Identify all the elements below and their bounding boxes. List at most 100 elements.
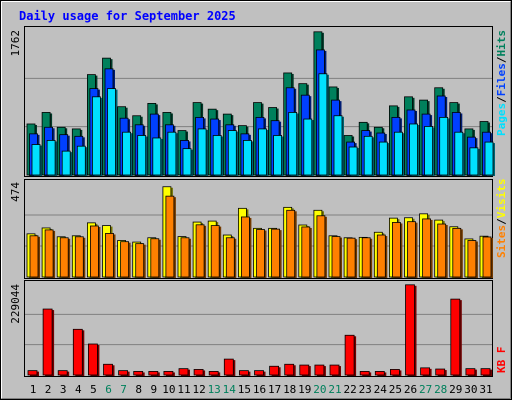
- x-label-3: 3: [60, 383, 67, 396]
- panel-top-bars: [26, 31, 495, 177]
- ymax-label-bottom: 229044: [9, 284, 22, 324]
- legend-hits: Hits: [495, 30, 508, 57]
- bar-bottom-kbytes-4: [72, 328, 83, 376]
- panel-bottom-bars: [27, 284, 492, 376]
- bar-middle-sites-13: [210, 225, 220, 278]
- bar-bottom-kbytes-9: [148, 371, 159, 376]
- bar-middle-sites-4: [74, 236, 84, 278]
- chart-title: Daily usage for September 2025: [19, 9, 236, 23]
- bar-top-pages-5: [92, 96, 101, 176]
- x-label-6: 6: [105, 383, 112, 396]
- bar-middle-sites-27: [422, 218, 432, 278]
- panel-middle-bars: [26, 186, 493, 278]
- panel-bottom: [24, 280, 493, 377]
- x-label-20: 20: [313, 383, 326, 396]
- x-label-1: 1: [30, 383, 37, 396]
- bar-bottom-kbytes-21: [329, 364, 340, 376]
- x-label-9: 9: [150, 383, 157, 396]
- bar-top-pages-22: [348, 146, 358, 176]
- legend-sep-2: /: [495, 56, 508, 63]
- x-label-28: 28: [434, 383, 447, 396]
- bar-bottom-kbytes-1: [27, 370, 38, 376]
- bar-top-pages-28: [439, 116, 449, 176]
- bar-top-pages-6: [107, 88, 116, 176]
- bar-top-pages-2: [46, 140, 56, 176]
- legend-kbf: KB F: [495, 347, 508, 374]
- x-label-26: 26: [404, 383, 417, 396]
- bar-top-pages-20: [318, 73, 328, 176]
- bar-top-pages-27: [424, 126, 434, 176]
- bar-bottom-kbytes-5: [88, 343, 98, 376]
- bar-bottom-kbytes-12: [193, 369, 204, 376]
- bar-middle-sites-14: [225, 237, 235, 278]
- bar-top-pages-15: [242, 140, 252, 176]
- x-label-5: 5: [90, 383, 97, 396]
- bar-middle-sites-18: [286, 209, 296, 278]
- bar-middle-sites-24: [376, 234, 386, 278]
- x-label-29: 29: [449, 383, 462, 396]
- bar-middle-sites-10: [165, 195, 175, 278]
- bar-middle-sites-22: [346, 237, 356, 278]
- bar-middle-sites-9: [150, 238, 160, 278]
- bar-top-pages-8: [137, 135, 147, 176]
- bar-bottom-kbytes-3: [57, 370, 68, 376]
- legend-middle: Sites/Visits: [495, 179, 508, 259]
- panel-top: [24, 26, 495, 177]
- bar-top-pages-1: [31, 144, 41, 176]
- bar-top-pages-29: [454, 131, 464, 176]
- legend-bottom: KB F: [495, 347, 508, 374]
- x-label-17: 17: [268, 383, 281, 396]
- bar-top-pages-18: [288, 112, 298, 176]
- bar-middle-sites-8: [135, 243, 145, 278]
- legend-visits: Visits: [495, 179, 508, 219]
- bar-top-pages-9: [152, 137, 162, 176]
- bar-top-pages-24: [378, 141, 388, 176]
- bar-bottom-kbytes-10: [163, 371, 174, 376]
- bar-bottom-kbytes-17: [269, 365, 280, 376]
- bar-middle-sites-20: [316, 215, 326, 278]
- bar-middle-sites-31: [482, 236, 492, 278]
- bar-top-pages-12: [197, 128, 207, 176]
- bar-middle-sites-29: [452, 227, 462, 278]
- x-label-7: 7: [120, 383, 127, 396]
- bar-middle-sites-21: [331, 236, 341, 278]
- bar-top-pages-11: [182, 148, 192, 176]
- bar-top-pages-25: [393, 131, 403, 176]
- legend-sep-1: /: [495, 96, 508, 103]
- bar-top-pages-21: [333, 115, 343, 176]
- bar-bottom-kbytes-20: [314, 364, 325, 376]
- ymax-label-top: 1762: [9, 30, 22, 57]
- x-label-27: 27: [419, 383, 432, 396]
- bar-middle-sites-30: [467, 240, 477, 278]
- bar-bottom-kbytes-16: [254, 370, 264, 376]
- legend-files: Files: [495, 63, 508, 96]
- bar-top-pages-16: [258, 128, 267, 176]
- bar-bottom-kbytes-27: [420, 367, 431, 376]
- x-label-4: 4: [75, 383, 82, 396]
- x-label-18: 18: [283, 383, 296, 396]
- bar-middle-sites-23: [361, 237, 371, 278]
- ymax-label-middle: 474: [9, 182, 22, 202]
- legend-sites: Sites: [495, 225, 508, 258]
- bar-bottom-kbytes-24: [374, 371, 385, 376]
- bar-middle-sites-25: [391, 222, 401, 278]
- bar-top-pages-14: [227, 130, 237, 176]
- x-label-2: 2: [45, 383, 52, 396]
- x-label-16: 16: [253, 383, 266, 396]
- x-label-8: 8: [135, 383, 142, 396]
- bar-middle-sites-5: [90, 225, 99, 278]
- bar-middle-sites-17: [271, 228, 281, 278]
- x-label-31: 31: [479, 383, 492, 396]
- bar-bottom-kbytes-13: [208, 371, 219, 376]
- bar-top-pages-30: [469, 147, 479, 176]
- bar-middle-sites-28: [437, 223, 447, 278]
- bar-middle-sites-16: [256, 229, 265, 278]
- bar-middle-sites-3: [59, 237, 69, 278]
- x-axis-labels: 1 2 3 4 5 6 7 8 9 10 11 12 13 14 15 16 17 18 19 20 21 22 23 24 2…: [30, 383, 493, 396]
- legend-top: Pages/Files/Hits: [495, 30, 508, 136]
- x-label-23: 23: [359, 383, 372, 396]
- legend-sep-3: /: [495, 218, 508, 225]
- x-label-15: 15: [238, 383, 251, 396]
- bar-bottom-kbytes-6: [103, 363, 113, 376]
